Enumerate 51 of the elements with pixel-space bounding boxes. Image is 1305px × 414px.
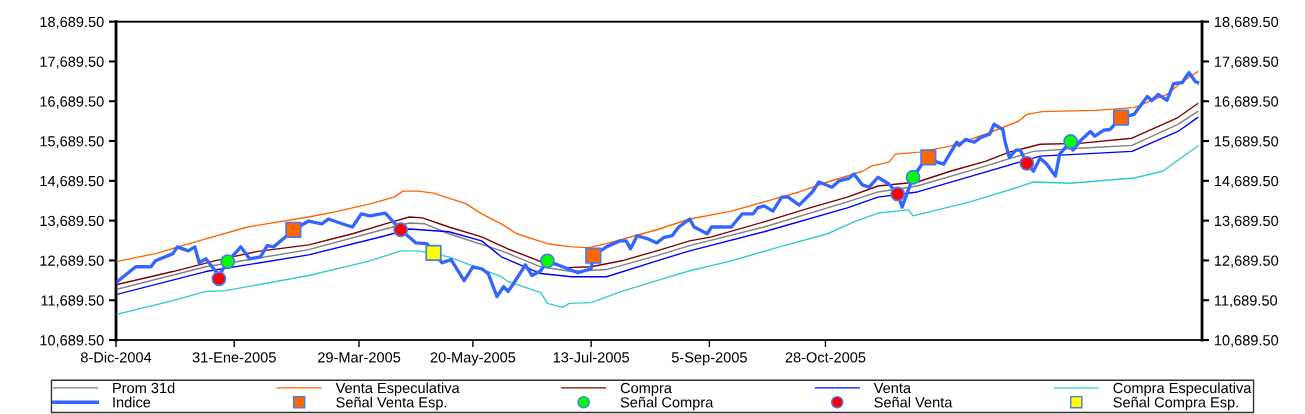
legend-label: Señal Compra Esp. <box>1113 396 1238 411</box>
legend-label: Señal Compra <box>620 396 714 411</box>
point <box>1019 155 1035 171</box>
y-tick-label: 16,689.50 <box>40 96 104 109</box>
point <box>890 186 906 202</box>
line-series <box>116 70 1200 299</box>
point <box>285 221 302 238</box>
legend-label: Señal Venta <box>874 396 953 408</box>
y-tick-label: 15,689.50 <box>40 136 104 149</box>
legend-label: Indice <box>113 396 151 408</box>
point <box>1112 109 1130 126</box>
x-tick-label: 13-Jul-2005 <box>553 351 630 363</box>
point <box>585 247 602 264</box>
point <box>1063 133 1079 149</box>
legend-label: Compra Especulativa <box>1113 382 1252 397</box>
x-tick-label: 5-Sep-2005 <box>671 352 747 366</box>
point <box>393 222 409 238</box>
legend-label: Señal Venta Esp. <box>336 396 447 411</box>
y-tick-label: 18,689.50 <box>40 16 104 29</box>
legend-label: Venta Especulativa <box>335 382 460 397</box>
x-tick-label: 29-Mar-2005 <box>318 352 401 363</box>
y2-tick-label: 18,689.50 <box>1214 16 1279 29</box>
y-tick-label: 12,689.50 <box>40 255 104 268</box>
y-tick-label: 10,689.50 <box>40 335 104 348</box>
point <box>539 253 555 269</box>
y2-tick-label: 14,689.50 <box>1214 175 1279 188</box>
y2-tick-label: 13,689.50 <box>1214 215 1279 228</box>
point <box>425 244 442 261</box>
legend-label: Prom 31d <box>113 382 175 394</box>
y-tick-label: 13,689.50 <box>40 215 104 228</box>
x-tick-label: 28-Oct-2005 <box>785 352 866 363</box>
y-tick-label: 17,689.50 <box>40 56 104 69</box>
line-series <box>116 145 1199 316</box>
point <box>905 169 921 185</box>
y2-tick-label: 11,689.50 <box>1214 295 1278 308</box>
legend-label: Venta <box>873 382 911 394</box>
y2-tick-label: 15,689.50 <box>1214 136 1279 149</box>
point <box>920 149 937 166</box>
x-tick-label: 8-Dic-2004 <box>80 351 152 363</box>
y-tick-label: 11,689.50 <box>41 295 104 308</box>
y2-tick-label: 17,689.50 <box>1214 56 1279 69</box>
x-tick-label: 20-May-2005 <box>430 352 516 366</box>
y2-tick-label: 10,689.50 <box>1214 335 1279 348</box>
legend-label: Compra <box>620 382 672 397</box>
x-tick-label: 31-Ene-2005 <box>192 352 276 363</box>
line-series <box>116 71 1199 263</box>
y-tick-label: 14,689.50 <box>40 175 104 188</box>
point <box>211 271 227 287</box>
y2-tick-label: 12,689.50 <box>1214 255 1279 268</box>
y2-tick-label: 16,689.50 <box>1214 96 1279 109</box>
point <box>220 254 236 270</box>
